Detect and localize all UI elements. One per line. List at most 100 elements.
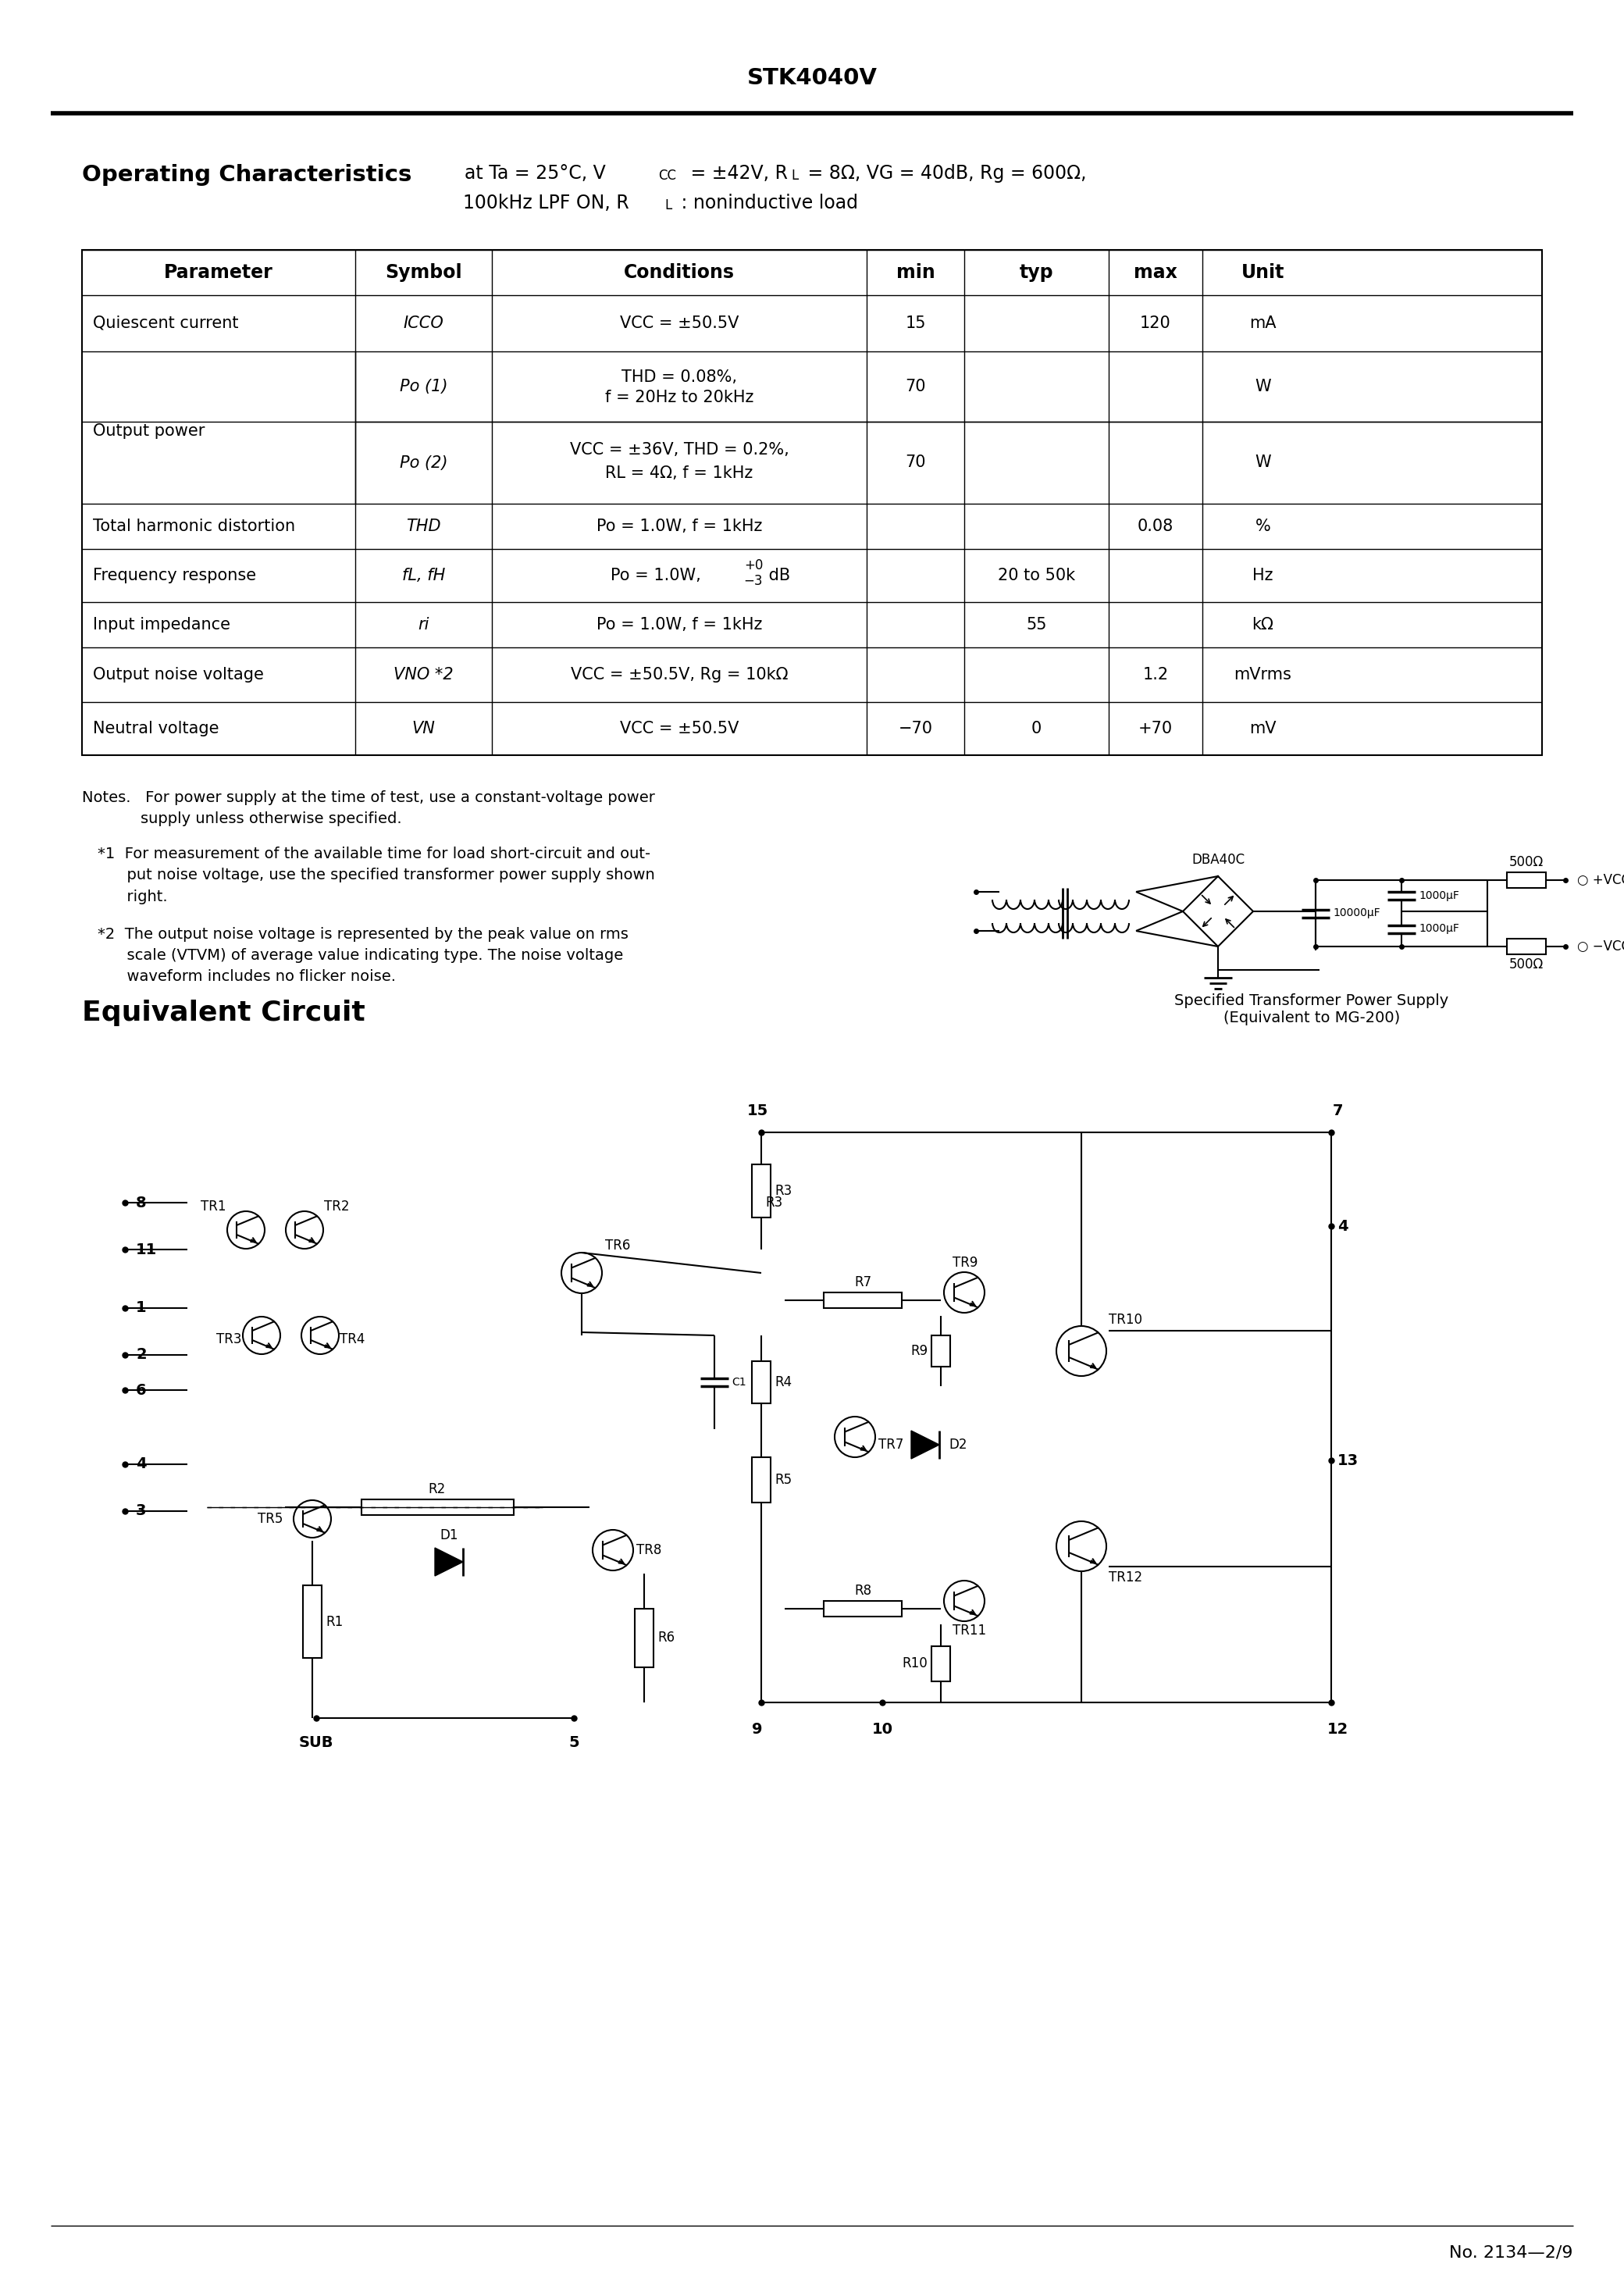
Bar (823, 1292, 901, 1308)
Text: Specified Transformer Power Supply
(Equivalent to MG-200): Specified Transformer Power Supply (Equi… (1174, 993, 1449, 1025)
Text: TR2: TR2 (325, 1201, 349, 1214)
Text: R3: R3 (765, 1196, 783, 1210)
Text: 4: 4 (1338, 1219, 1348, 1232)
Text: 1.2: 1.2 (1143, 667, 1169, 683)
Text: Frequency response: Frequency response (93, 567, 257, 583)
Text: R8: R8 (854, 1583, 872, 1597)
Text: +70: +70 (1138, 720, 1173, 736)
Text: VN: VN (412, 720, 435, 736)
Text: RL = 4Ω, f = 1kHz: RL = 4Ω, f = 1kHz (606, 465, 754, 481)
Bar (1507, 939, 1546, 954)
Text: R4: R4 (775, 1376, 793, 1390)
Text: 1000μF: 1000μF (1419, 923, 1458, 934)
Text: VCC = ±50.5V: VCC = ±50.5V (620, 720, 739, 736)
Text: : noninductive load: : noninductive load (676, 194, 857, 212)
Text: Notes.   For power supply at the time of test, use a constant-voltage power
    : Notes. For power supply at the time of t… (81, 790, 654, 827)
Text: fL, fH: fL, fH (403, 567, 445, 583)
Text: Quiescent current: Quiescent current (93, 314, 239, 330)
Text: 0.08: 0.08 (1137, 519, 1174, 533)
Text: VNO *2: VNO *2 (393, 667, 453, 683)
Text: mV: mV (1249, 720, 1276, 736)
Text: TR7: TR7 (879, 1437, 903, 1451)
Text: VCC = ±36V, THD = 0.2%,: VCC = ±36V, THD = 0.2%, (570, 442, 789, 458)
Text: D2: D2 (948, 1437, 966, 1451)
Text: kΩ: kΩ (1252, 617, 1273, 633)
Text: TR12: TR12 (1109, 1570, 1142, 1585)
Text: 1000μF: 1000μF (1419, 891, 1458, 902)
Text: 11: 11 (136, 1242, 158, 1257)
Text: Po = 1.0W, f = 1kHz: Po = 1.0W, f = 1kHz (596, 519, 762, 533)
Bar (752, 1458, 771, 1503)
Text: −3: −3 (744, 574, 763, 588)
Text: 9: 9 (752, 1722, 763, 1736)
Text: R3: R3 (775, 1185, 793, 1198)
Text: Conditions: Conditions (624, 264, 734, 282)
Text: 15: 15 (905, 314, 926, 330)
Text: 70: 70 (905, 378, 926, 394)
Text: 120: 120 (1140, 314, 1171, 330)
Text: D1: D1 (440, 1529, 458, 1542)
Bar (1507, 872, 1546, 888)
Text: DBA40C: DBA40C (1192, 852, 1244, 868)
Text: = ±42V, R: = ±42V, R (685, 164, 788, 182)
Text: Hz: Hz (1252, 567, 1273, 583)
Text: CC: CC (658, 169, 676, 182)
Text: R1: R1 (325, 1615, 343, 1629)
Text: No. 2134—2/9: No. 2134—2/9 (1450, 2246, 1574, 2260)
Bar (752, 1164, 771, 1216)
Text: at Ta = 25°C, V: at Ta = 25°C, V (464, 164, 606, 182)
Text: 12: 12 (1327, 1722, 1348, 1736)
Text: min: min (896, 264, 935, 282)
Text: Neutral voltage: Neutral voltage (93, 720, 219, 736)
Bar (932, 1335, 950, 1367)
Text: TR8: TR8 (637, 1542, 661, 1558)
Text: 6: 6 (136, 1383, 146, 1396)
Text: TR3: TR3 (216, 1333, 242, 1346)
Text: TR9: TR9 (953, 1255, 978, 1269)
Text: TR11: TR11 (953, 1624, 986, 1638)
Text: Parameter: Parameter (164, 264, 273, 282)
Text: ○ +VCC: ○ +VCC (1577, 872, 1624, 886)
Text: Equivalent Circuit: Equivalent Circuit (81, 1000, 365, 1025)
Polygon shape (435, 1547, 463, 1576)
Text: 10: 10 (872, 1722, 893, 1736)
Bar (361, 1499, 513, 1515)
Text: 70: 70 (905, 456, 926, 472)
Text: SUB: SUB (299, 1736, 333, 1750)
Text: Po = 1.0W, f = 1kHz: Po = 1.0W, f = 1kHz (596, 617, 762, 633)
Text: = 8Ω, VG = 40dB, Rg = 600Ω,: = 8Ω, VG = 40dB, Rg = 600Ω, (802, 164, 1086, 182)
Text: VCC = ±50.5V, Rg = 10kΩ: VCC = ±50.5V, Rg = 10kΩ (570, 667, 788, 683)
Text: R10: R10 (901, 1656, 927, 1670)
Text: typ: typ (1020, 264, 1054, 282)
Text: mA: mA (1249, 314, 1276, 330)
Text: 13: 13 (1338, 1453, 1359, 1467)
Text: −70: −70 (898, 720, 932, 736)
Text: f = 20Hz to 20kHz: f = 20Hz to 20kHz (606, 390, 754, 405)
Polygon shape (911, 1431, 939, 1458)
Bar (752, 1362, 771, 1403)
Text: THD: THD (406, 519, 442, 533)
Text: Po = 1.0W,: Po = 1.0W, (611, 567, 702, 583)
Text: 0: 0 (1031, 720, 1041, 736)
Text: Output power: Output power (93, 424, 205, 440)
Text: 100kHz LPF ON, R: 100kHz LPF ON, R (463, 194, 628, 212)
Bar (304, 1585, 322, 1658)
Text: R5: R5 (775, 1474, 793, 1488)
Text: Operating Characteristics: Operating Characteristics (81, 164, 412, 187)
Text: 1: 1 (136, 1301, 146, 1314)
Text: 15: 15 (747, 1103, 768, 1118)
Text: TR5: TR5 (258, 1513, 283, 1526)
Text: %: % (1255, 519, 1270, 533)
Bar (932, 1645, 950, 1681)
Text: *1  For measurement of the available time for load short-circuit and out-
      : *1 For measurement of the available time… (97, 847, 654, 904)
Text: 20 to 50k: 20 to 50k (997, 567, 1075, 583)
Text: 55: 55 (1026, 617, 1047, 633)
Text: 5: 5 (568, 1736, 580, 1750)
Text: C1: C1 (731, 1376, 745, 1387)
Text: L: L (791, 169, 797, 182)
Text: Symbol: Symbol (385, 264, 463, 282)
Text: L: L (664, 198, 672, 212)
Text: TR6: TR6 (606, 1239, 630, 1253)
Text: W: W (1255, 378, 1272, 394)
Bar (823, 1601, 901, 1617)
